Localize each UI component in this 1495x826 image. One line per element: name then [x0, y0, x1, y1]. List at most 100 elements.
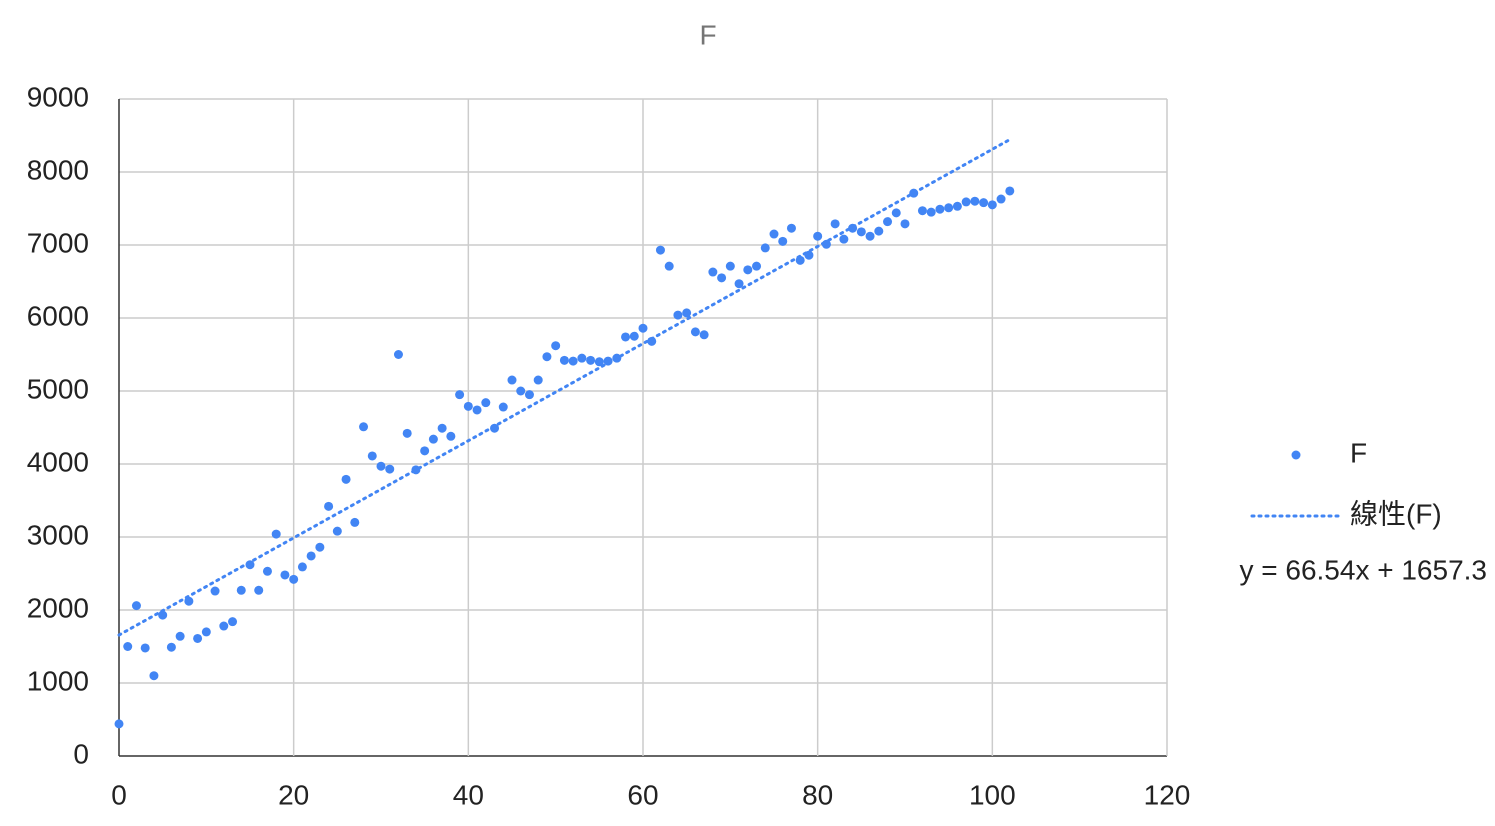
- point: [734, 279, 744, 289]
- point: [385, 464, 395, 474]
- point: [917, 206, 927, 216]
- point: [979, 198, 989, 208]
- chart-title: F: [699, 19, 716, 50]
- point: [463, 401, 473, 411]
- point: [542, 352, 552, 362]
- point: [332, 526, 342, 536]
- point: [804, 250, 814, 260]
- legend-label: 線性(F): [1350, 498, 1442, 529]
- legend-marker: [1291, 450, 1301, 460]
- point: [655, 245, 665, 255]
- point: [629, 331, 639, 341]
- point: [533, 375, 543, 385]
- point: [184, 596, 194, 606]
- point: [254, 585, 264, 595]
- point: [210, 586, 220, 596]
- y-tick-label: 7000: [27, 227, 89, 258]
- point: [699, 330, 709, 340]
- point: [498, 402, 508, 412]
- legend-label: F: [1350, 437, 1367, 468]
- point: [603, 356, 613, 366]
- x-tick-label: 40: [453, 779, 484, 810]
- point: [874, 226, 884, 236]
- point: [262, 566, 272, 576]
- point: [428, 434, 438, 444]
- y-tick-label: 2000: [27, 592, 89, 623]
- x-tick-label: 60: [627, 779, 658, 810]
- point: [577, 353, 587, 363]
- trendline: [117, 138, 1012, 637]
- point: [664, 261, 674, 271]
- point: [420, 446, 430, 456]
- point: [297, 562, 307, 572]
- point: [411, 465, 421, 475]
- point: [437, 423, 447, 433]
- point: [490, 423, 500, 433]
- point: [865, 231, 875, 241]
- point: [621, 332, 631, 342]
- point: [690, 327, 700, 337]
- x-tick-label: 100: [969, 779, 1016, 810]
- point: [140, 643, 150, 653]
- point: [524, 390, 534, 400]
- point: [891, 208, 901, 218]
- point: [944, 203, 954, 213]
- point: [289, 574, 299, 584]
- point: [201, 627, 211, 637]
- x-tick-label: 120: [1144, 779, 1191, 810]
- y-tick-label: 6000: [27, 300, 89, 331]
- point: [551, 341, 561, 351]
- point: [935, 204, 945, 214]
- x-tick-label: 80: [802, 779, 833, 810]
- point: [952, 201, 962, 211]
- point: [856, 227, 866, 237]
- point: [752, 261, 762, 271]
- trendline-equation: y = 66.54x + 1657.3: [1239, 554, 1487, 585]
- point: [271, 529, 281, 539]
- point: [926, 207, 936, 217]
- point: [996, 194, 1006, 204]
- point: [708, 267, 718, 277]
- y-tick-label: 8000: [27, 154, 89, 185]
- point: [149, 671, 159, 681]
- point: [166, 642, 176, 652]
- point: [507, 375, 517, 385]
- point: [1005, 186, 1015, 196]
- point: [341, 474, 351, 484]
- x-tick-label: 20: [278, 779, 309, 810]
- point: [158, 610, 168, 620]
- y-tick-label: 0: [73, 738, 89, 769]
- point: [786, 223, 796, 233]
- point: [848, 223, 858, 233]
- point: [612, 353, 622, 363]
- point: [516, 386, 526, 396]
- point: [647, 336, 657, 346]
- point: [638, 323, 648, 333]
- point: [743, 265, 753, 275]
- point: [114, 719, 124, 729]
- point: [350, 517, 360, 527]
- point: [769, 229, 779, 239]
- point: [673, 310, 683, 320]
- point: [987, 200, 997, 210]
- y-tick-label: 3000: [27, 519, 89, 550]
- point: [586, 355, 596, 365]
- point: [970, 196, 980, 206]
- point: [236, 585, 246, 595]
- point: [219, 621, 229, 631]
- point: [594, 357, 604, 367]
- x-tick-label: 0: [111, 779, 127, 810]
- point: [795, 255, 805, 265]
- point: [725, 261, 735, 271]
- point: [367, 451, 377, 461]
- point: [455, 390, 465, 400]
- point: [481, 398, 491, 408]
- point: [245, 560, 255, 570]
- point: [131, 601, 141, 611]
- point: [883, 217, 893, 227]
- point: [682, 308, 692, 318]
- point: [402, 428, 412, 438]
- point: [568, 356, 578, 366]
- point: [280, 570, 290, 580]
